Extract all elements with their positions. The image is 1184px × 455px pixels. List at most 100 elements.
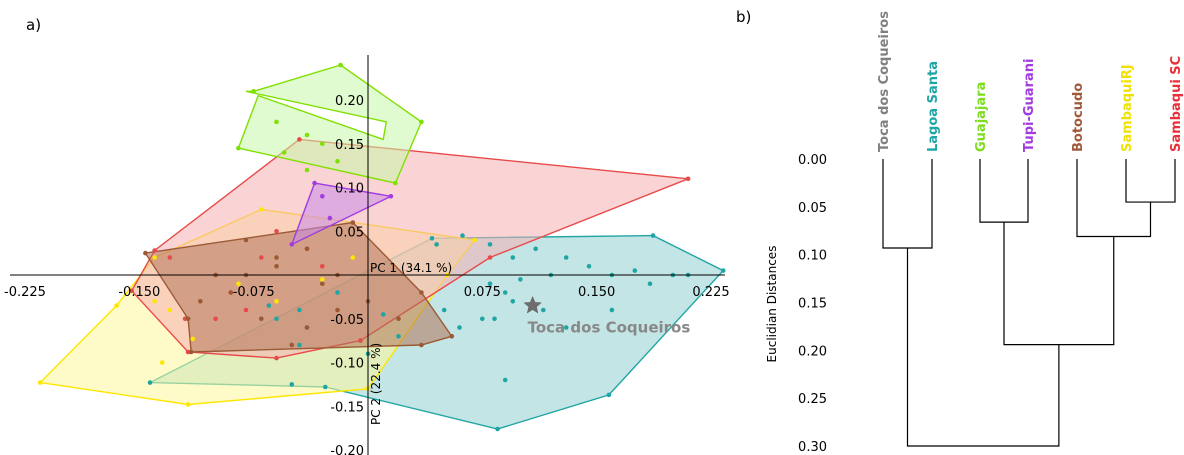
point-3-15 xyxy=(198,299,203,304)
y-tick-label: 0.05 xyxy=(335,225,364,240)
point-0-36 xyxy=(266,303,272,308)
point-0-31 xyxy=(441,307,447,313)
point-3-18 xyxy=(289,342,295,348)
pca-axes xyxy=(10,55,725,455)
x-tick-label: 0.075 xyxy=(464,285,501,300)
point-1-4 xyxy=(472,237,478,243)
point-3-9 xyxy=(274,264,279,269)
point-0-27 xyxy=(492,316,497,322)
point-3-21 xyxy=(274,255,279,260)
point-1-8 xyxy=(190,336,195,342)
point-3-3 xyxy=(449,334,455,339)
point-4-3 xyxy=(419,119,424,125)
y-tick-label: -0.05 xyxy=(330,313,364,328)
distance-tick-label: 0.25 xyxy=(798,392,827,407)
point-2-15 xyxy=(213,316,218,322)
leaf-label: Lagoa Santa xyxy=(926,61,941,152)
leaf-label: Toca dos Coqueiros xyxy=(877,11,892,152)
point-4-8 xyxy=(281,150,287,155)
y-tick-label: 0.10 xyxy=(335,182,364,197)
point-2-17 xyxy=(243,307,249,313)
point-2-0 xyxy=(297,137,302,142)
point-0-32 xyxy=(396,334,401,339)
point-2-14 xyxy=(320,264,325,269)
dendrogram-plot: b) Euclidian Distances 0.000.050.100.150… xyxy=(736,8,1184,455)
point-0-22 xyxy=(518,277,523,282)
point-2-8 xyxy=(167,255,173,260)
point-4-9 xyxy=(304,167,310,173)
point-0-37 xyxy=(297,342,302,348)
point-3-8 xyxy=(304,246,310,252)
leaf-label: Tupi-Guarani xyxy=(1022,59,1037,152)
point-0-0 xyxy=(147,380,153,385)
point-2-6 xyxy=(129,288,134,294)
star-icon xyxy=(523,295,542,314)
point-0-29 xyxy=(502,377,508,383)
distance-tick-label: 0.30 xyxy=(798,440,827,455)
distance-tick-label: 0.20 xyxy=(798,344,827,359)
point-2-4 xyxy=(274,355,279,361)
point-1-11 xyxy=(167,307,173,313)
y-tick-label: -0.10 xyxy=(330,357,364,372)
point-4-4 xyxy=(393,180,398,186)
x-tick-label: -0.225 xyxy=(4,285,46,300)
point-4-5 xyxy=(274,119,279,125)
toca-dos-coqueiros-annotation: Toca dos Coqueiros xyxy=(523,295,690,337)
point-2-12 xyxy=(274,229,279,234)
point-4-10 xyxy=(335,159,340,164)
y-tick-labels: 0.20 0.15 0.10 0.05 -0.05 -0.10 -0.15 -0.20 xyxy=(330,94,364,455)
point-0-24 xyxy=(563,325,569,330)
point-0-23 xyxy=(541,307,546,313)
point-3-2 xyxy=(419,290,424,295)
point-4-1 xyxy=(251,89,256,94)
dendrogram-branch xyxy=(1125,159,1176,203)
x-tick-label: 0.225 xyxy=(692,285,729,300)
point-3-11 xyxy=(335,307,340,313)
point-0-9 xyxy=(487,242,493,247)
point-0-5 xyxy=(495,426,500,432)
y-tick-label: 0.20 xyxy=(335,94,364,109)
point-0-10 xyxy=(510,255,516,260)
point-0-35 xyxy=(297,307,302,313)
x-tick-label: -0.150 xyxy=(118,285,160,300)
point-3-17 xyxy=(396,316,401,322)
dendrogram-branches xyxy=(882,159,1176,447)
dendrogram-branch xyxy=(1076,159,1152,238)
leaf-label: Sambaqui SC xyxy=(1169,56,1184,152)
point-0-30 xyxy=(457,325,462,330)
point-5-0 xyxy=(312,180,317,186)
leaf-labels: Toca dos Coqueiros Lagoa Santa Guajajara Tu… xyxy=(877,11,1184,152)
point-2-1 xyxy=(685,176,691,182)
y-tick-label: -0.20 xyxy=(330,444,364,455)
distance-tick-label: 0.10 xyxy=(798,249,827,264)
point-0-8 xyxy=(460,233,465,238)
point-4-7 xyxy=(320,141,325,147)
distance-tick-label: 0.05 xyxy=(798,201,827,216)
point-5-2 xyxy=(289,242,295,247)
point-0-17 xyxy=(647,281,653,287)
point-3-1 xyxy=(350,220,356,225)
point-1-10 xyxy=(152,299,157,304)
point-1-6 xyxy=(152,255,157,260)
point-2-11 xyxy=(259,255,264,260)
point-3-14 xyxy=(228,290,234,295)
point-0-1 xyxy=(429,236,435,241)
dendrogram-branch xyxy=(979,159,1029,223)
point-2-7 xyxy=(152,248,157,253)
point-0-26 xyxy=(480,316,485,322)
y-axis-label: Euclidian Distances xyxy=(765,246,779,363)
point-0-28 xyxy=(502,290,508,295)
dendrogram-branch xyxy=(882,159,933,249)
point-0-39 xyxy=(274,316,279,322)
point-3-0 xyxy=(143,250,148,256)
pca-scatter-plot: a) -0.225 -0.150 -0.075 0.075 0.150 0.225 0.2… xyxy=(4,16,730,455)
distance-tick-labels: 0.00 0.05 0.10 0.15 0.20 0.25 0.30 xyxy=(798,153,827,455)
point-4-0 xyxy=(236,145,241,151)
dendrogram-branch xyxy=(906,247,1060,447)
point-0-7 xyxy=(434,242,439,247)
point-0-3 xyxy=(720,268,726,273)
x-axis-label: PC 1 (34.1 %) xyxy=(370,261,452,275)
point-0-14 xyxy=(586,264,592,269)
point-2-2 xyxy=(487,255,493,260)
point-5-1 xyxy=(388,194,394,199)
